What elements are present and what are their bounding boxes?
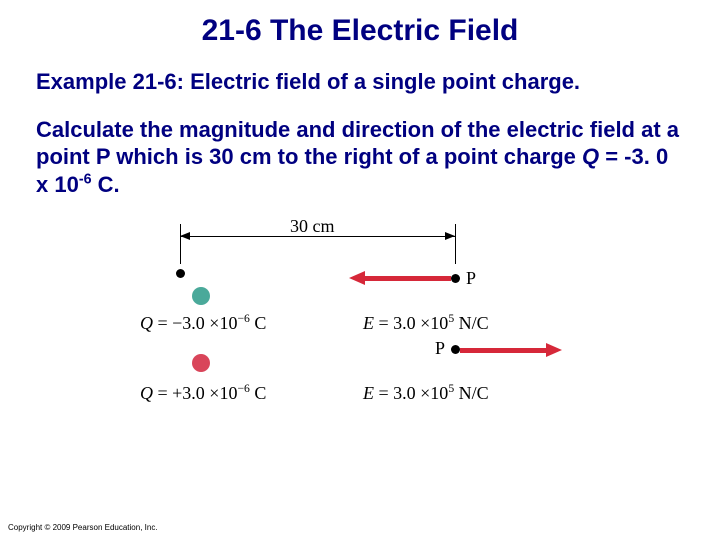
q-sym2: Q xyxy=(140,383,153,403)
body-q-symbol: Q xyxy=(582,144,599,169)
p-label-top: P xyxy=(466,268,476,289)
e-equation-bottom: E = 3.0 ×105 N/C xyxy=(363,382,489,404)
field-arrow-left xyxy=(365,276,451,281)
problem-statement: Calculate the magnitude and direction of… xyxy=(0,96,720,199)
dimension-label: 30 cm xyxy=(290,216,335,237)
e-eq-txt: = 3.0 ×10 xyxy=(374,313,448,333)
diagram: 30 cm Q = −3.0 ×10−6 C P E = 3.0 ×105 N/… xyxy=(140,214,580,404)
e-sym: E xyxy=(363,313,374,333)
diagram-container: 30 cm Q = −3.0 ×10−6 C P E = 3.0 ×105 N/… xyxy=(0,214,720,404)
e-unit2: N/C xyxy=(454,383,489,403)
e-unit: N/C xyxy=(454,313,489,333)
q-sym: Q xyxy=(140,313,153,333)
q-eq-txt: = −3.0 ×10 xyxy=(153,313,237,333)
q-unit2: C xyxy=(250,383,267,403)
q-exp2: −6 xyxy=(237,382,249,395)
p-label-bottom: P xyxy=(435,338,445,359)
positive-charge-dot xyxy=(192,354,210,372)
e-equation-top: E = 3.0 ×105 N/C xyxy=(363,312,489,334)
example-subtitle: Example 21-6: Electric field of a single… xyxy=(0,48,720,96)
dimension-tick-right xyxy=(455,224,456,264)
q-unit: C xyxy=(250,313,267,333)
dimension-arrowhead-left xyxy=(180,232,190,240)
body-post: C. xyxy=(92,172,120,197)
dimension-tick-left xyxy=(180,224,181,264)
q-equation-positive: Q = +3.0 ×10−6 C xyxy=(140,382,266,404)
e-eq-txt2: = 3.0 ×10 xyxy=(374,383,448,403)
dimension-arrowhead-right xyxy=(445,232,455,240)
negative-charge-dot xyxy=(192,287,210,305)
q-equation-negative: Q = −3.0 ×10−6 C xyxy=(140,312,266,334)
q-exp: −6 xyxy=(237,312,249,325)
point-p-marker-bottom xyxy=(451,345,460,354)
point-p-marker-top xyxy=(451,274,460,283)
copyright-text: Copyright © 2009 Pearson Education, Inc. xyxy=(8,523,158,532)
body-exp: -6 xyxy=(79,171,92,187)
slide-title: 21-6 The Electric Field xyxy=(0,0,720,48)
charge-marker-top xyxy=(176,269,185,278)
e-sym2: E xyxy=(363,383,374,403)
q-eq-txt2: = +3.0 ×10 xyxy=(153,383,237,403)
field-arrow-right xyxy=(460,348,546,353)
